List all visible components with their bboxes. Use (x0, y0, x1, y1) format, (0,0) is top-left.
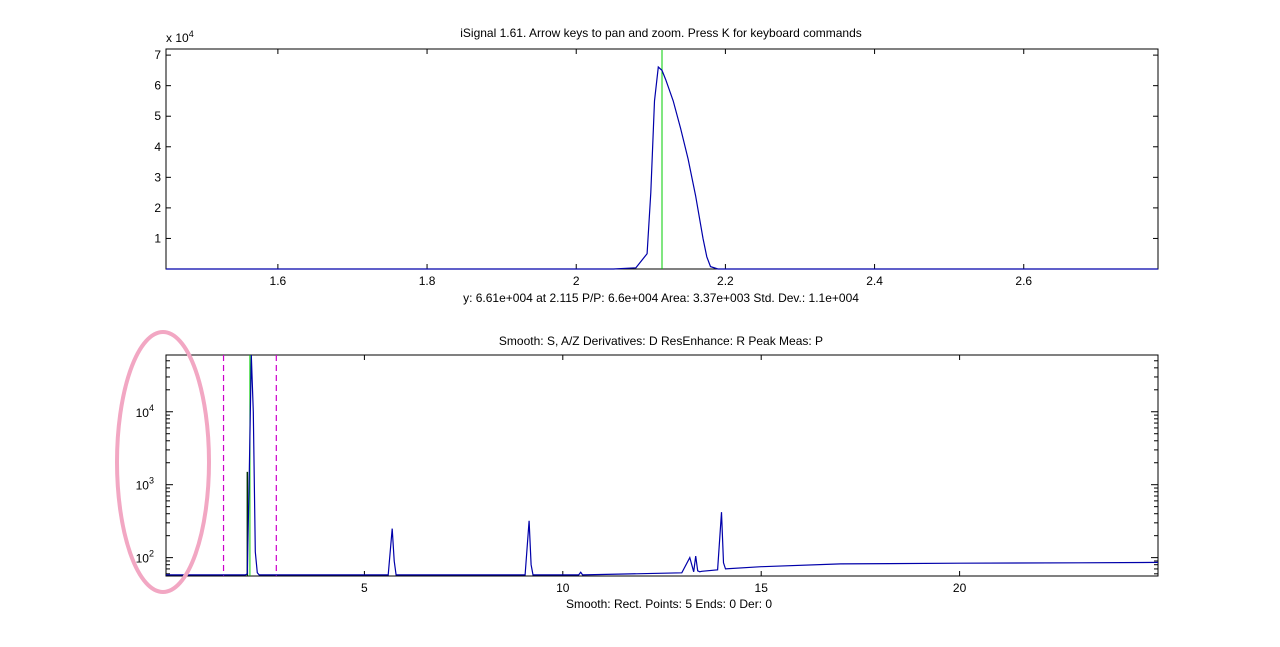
top-y-tick-label-3: 4 (154, 140, 161, 154)
top-panel: iSignal 1.61. Arrow keys to pan and zoom… (154, 26, 1159, 305)
top-x-tick-label-5: 2.6 (1015, 274, 1032, 288)
top-y-tick-label-2: 3 (154, 170, 161, 184)
top-axis-ticks: 1.6 1.8 2 2.2 2.4 2.6 1 2 3 4 5 6 7 (154, 48, 1158, 288)
bottom-plot-area (165, 354, 1159, 577)
top-y-tick-label-5: 6 (154, 79, 161, 93)
bottom-y-tick-label-1: 103 (136, 476, 154, 493)
bottom-x-tick-label-0: 5 (361, 581, 368, 595)
top-y-tick-label-4: 5 (154, 109, 161, 123)
top-y-exponent: x 104 (166, 29, 194, 45)
top-y-tick-label-0: 1 (154, 231, 161, 245)
highlight-ellipse (115, 330, 211, 594)
bottom-x-tick-label-2: 15 (755, 581, 769, 595)
bottom-x-tick-label-3: 20 (953, 581, 967, 595)
bottom-x-tick-label-1: 10 (556, 581, 570, 595)
bottom-panel: Smooth: S, A/Z Derivatives: D ResEnhance… (136, 334, 1159, 611)
bottom-series-line (166, 354, 1159, 576)
bottom-y-tick-label-0: 102 (136, 549, 154, 566)
top-y-tick-label-1: 2 (154, 201, 161, 215)
bottom-y-tick-label-2: 104 (136, 403, 154, 420)
bottom-chart-title: Smooth: S, A/Z Derivatives: D ResEnhance… (499, 334, 823, 348)
top-x-tick-label-2: 2 (573, 274, 580, 288)
top-x-tick-label-1: 1.8 (419, 274, 436, 288)
bottom-footer-readout: Smooth: Rect. Points: 5 Ends: 0 Der: 0 (566, 597, 772, 611)
top-series-line (166, 65, 1158, 270)
top-chart-title: iSignal 1.61. Arrow keys to pan and zoom… (460, 26, 862, 40)
top-x-tick-label-0: 1.6 (270, 274, 287, 288)
bottom-axis-ticks: 5 10 15 20 102 103 104 (136, 354, 1158, 595)
top-footer-readout: y: 6.61e+004 at 2.115 P/P: 6.6e+004 Area… (463, 291, 859, 305)
top-y-tick-label-6: 7 (154, 48, 161, 62)
top-x-tick-label-3: 2.2 (717, 274, 734, 288)
top-x-tick-label-4: 2.4 (866, 274, 883, 288)
